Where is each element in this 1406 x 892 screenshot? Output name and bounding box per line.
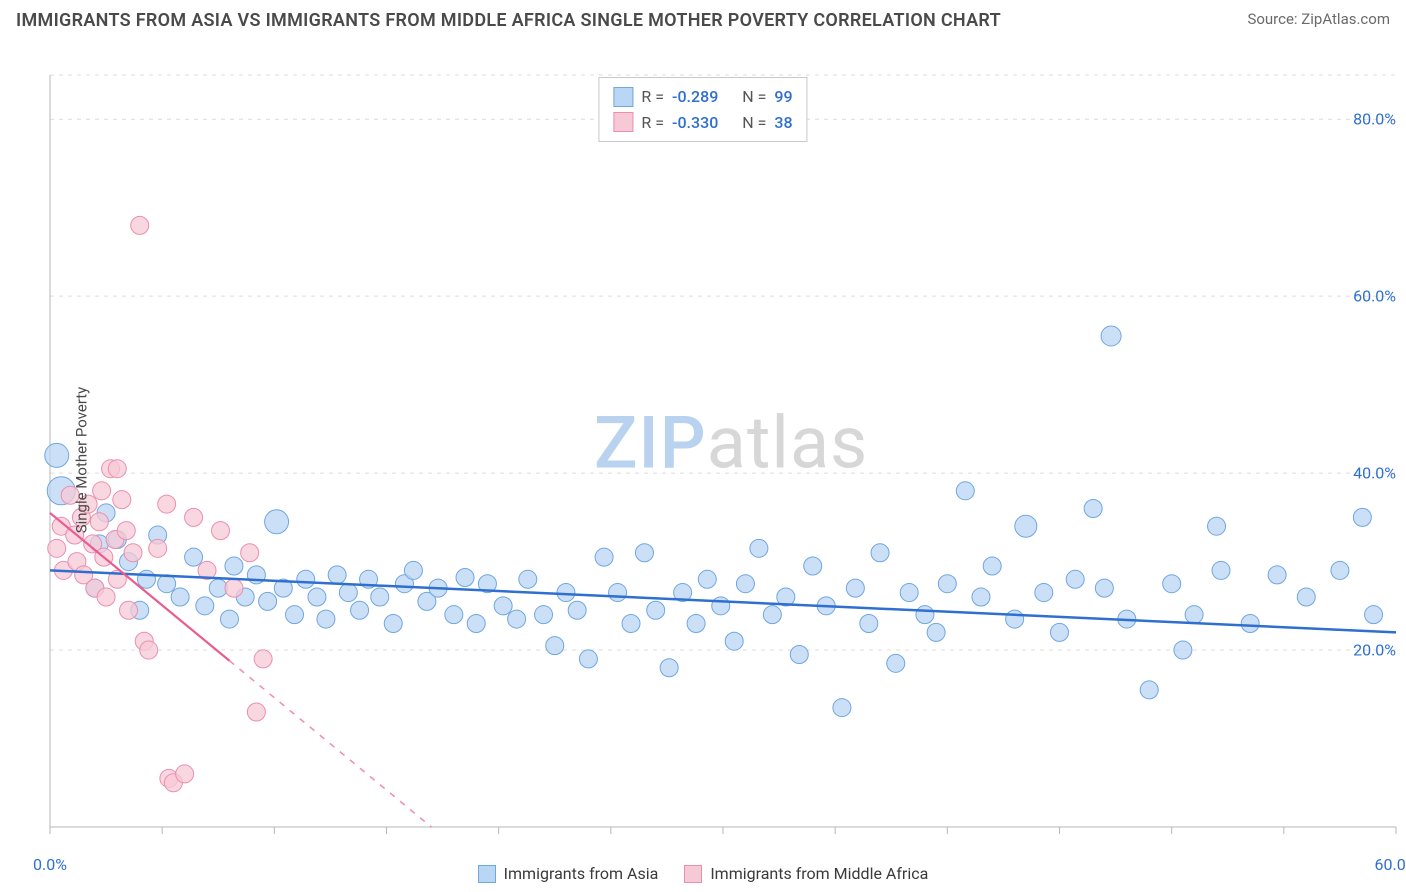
r-label: R = [641, 84, 664, 110]
x-tick-label: 0.0% [33, 855, 67, 874]
r-label: R = [641, 110, 664, 136]
scatter-plot [0, 35, 1406, 885]
n-value: 38 [774, 110, 792, 136]
legend-item: Immigrants from Asia [478, 864, 659, 883]
chart-container: Single Mother Poverty ZIPatlas R = -0.28… [0, 35, 1406, 885]
legend-swatch-icon [613, 87, 633, 107]
y-axis-label: Single Mother Poverty [72, 387, 90, 534]
x-axis-legend: Immigrants from Asia Immigrants from Mid… [0, 864, 1406, 883]
y-tick-label: 80.0% [1353, 110, 1396, 129]
n-label: N = [742, 84, 766, 110]
correlation-row: R = -0.330 N = 38 [613, 110, 792, 136]
correlation-row: R = -0.289 N = 99 [613, 84, 792, 110]
legend-swatch-icon [478, 865, 496, 883]
y-tick-label: 60.0% [1353, 287, 1396, 306]
legend-swatch-icon [613, 112, 633, 132]
correlation-legend: R = -0.289 N = 99 R = -0.330 N = 38 [598, 77, 807, 142]
chart-title: IMMIGRANTS FROM ASIA VS IMMIGRANTS FROM … [16, 10, 1001, 31]
n-label: N = [742, 110, 766, 136]
legend-label: Immigrants from Asia [504, 864, 659, 883]
n-value: 99 [774, 84, 792, 110]
y-tick-label: 40.0% [1353, 464, 1396, 483]
y-tick-label: 20.0% [1353, 641, 1396, 660]
legend-item: Immigrants from Middle Africa [684, 864, 928, 883]
legend-label: Immigrants from Middle Africa [710, 864, 928, 883]
source-name: ZipAtlas.com [1301, 10, 1390, 28]
legend-swatch-icon [684, 865, 702, 883]
x-tick-label: 60.0% [1375, 855, 1406, 874]
r-value: -0.289 [672, 84, 718, 110]
r-value: -0.330 [672, 110, 718, 136]
source-prefix: Source: [1247, 10, 1301, 28]
source-attribution: Source: ZipAtlas.com [1247, 10, 1390, 28]
